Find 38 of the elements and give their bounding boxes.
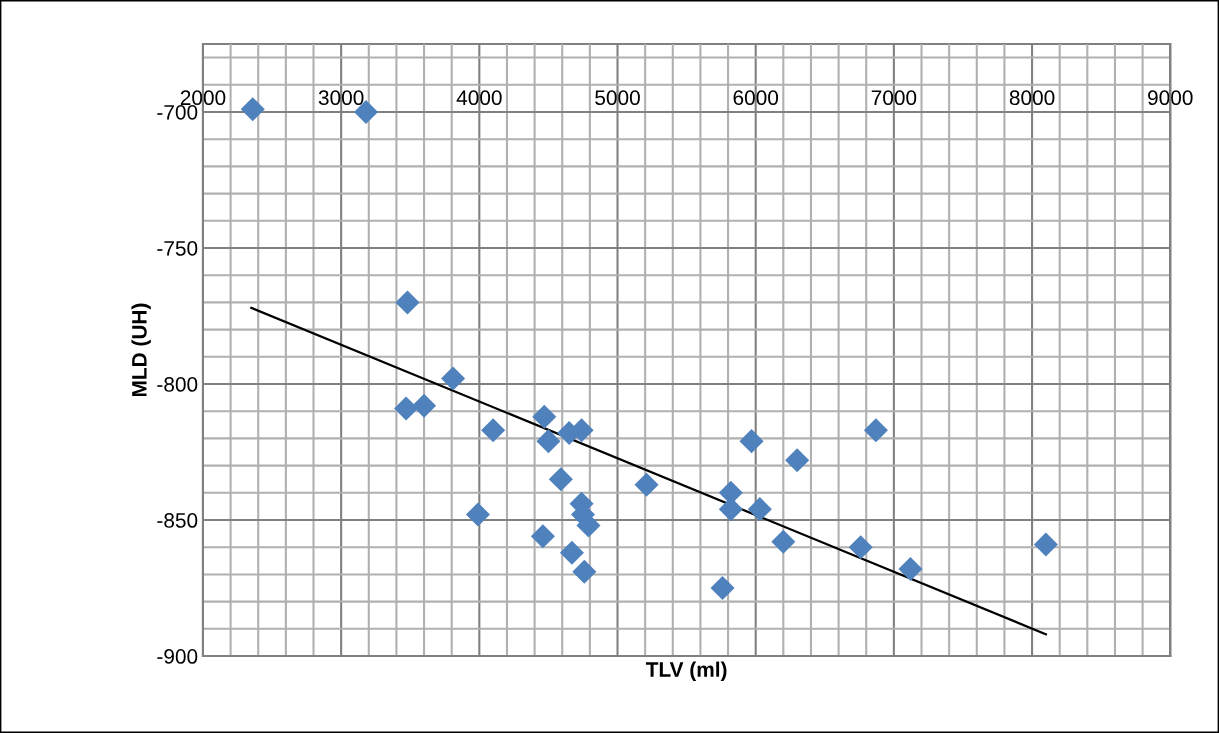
- point: [548, 467, 573, 492]
- x-tick-label: 2000: [180, 90, 226, 106]
- y-axis-title: MLD (UH): [131, 303, 151, 397]
- point: [771, 529, 796, 554]
- point: [747, 497, 772, 522]
- x-tick-label: 8000: [1009, 90, 1055, 106]
- y-tick-label: -900: [157, 649, 198, 664]
- point: [848, 535, 873, 560]
- point: [441, 366, 466, 391]
- point: [898, 556, 923, 582]
- y-tick-label: -800: [157, 377, 198, 392]
- point: [530, 524, 555, 549]
- y-tick-label: -750: [157, 241, 198, 256]
- x-tick-label: 4000: [456, 90, 502, 106]
- point: [532, 404, 557, 429]
- point: [536, 429, 561, 454]
- point: [395, 290, 420, 315]
- x-tick-label: 9000: [1148, 90, 1193, 106]
- point: [394, 396, 419, 421]
- point: [572, 559, 597, 584]
- x-tick-label: 6000: [733, 90, 779, 106]
- point: [465, 502, 490, 527]
- x-tick-label: 7000: [871, 90, 917, 106]
- x-tick-label: 3000: [318, 90, 364, 106]
- point: [785, 448, 810, 473]
- point: [1033, 532, 1058, 557]
- point: [710, 576, 735, 601]
- point: [559, 540, 584, 565]
- x-tick-label: 5000: [595, 90, 640, 106]
- x-axis-title: TLV (ml): [645, 661, 727, 682]
- point: [240, 97, 265, 122]
- y-tick-label: -700: [157, 104, 198, 120]
- point: [412, 393, 437, 418]
- point: [481, 418, 506, 443]
- point: [634, 472, 659, 497]
- point: [739, 429, 764, 454]
- y-tick-label: -850: [157, 513, 198, 528]
- point: [863, 418, 888, 443]
